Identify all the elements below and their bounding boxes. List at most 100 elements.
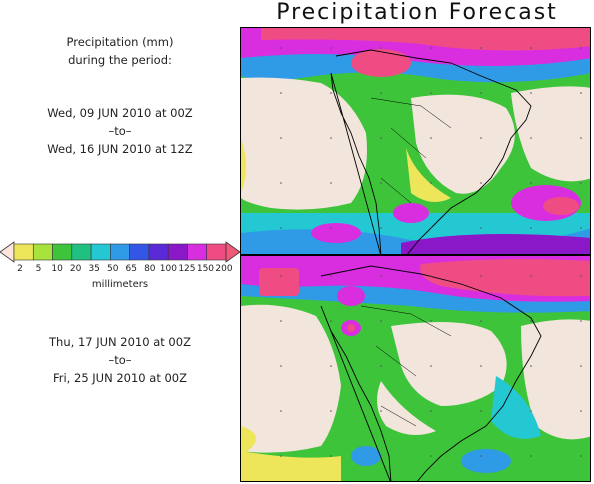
grid-dot xyxy=(380,320,382,322)
legend-unit: millimeters xyxy=(91,279,149,290)
color-legend: 2 5 10 20 35 50 65 80 100 125 150 200 millimeters xyxy=(0,238,240,298)
borders xyxy=(360,305,452,427)
period-2-start: Thu, 17 JUN 2010 at 00Z xyxy=(49,335,191,349)
grid-dot xyxy=(480,455,482,457)
dry-brazil xyxy=(391,322,507,406)
legend-ticks: 2 5 10 20 35 50 65 80 100 125 150 200 xyxy=(0,264,240,278)
storm-plata xyxy=(393,203,429,223)
grid-dot xyxy=(330,410,332,412)
storm-atlantic-core xyxy=(543,197,579,215)
grid-dot xyxy=(430,365,432,367)
legend-swatch-0 xyxy=(13,243,34,261)
yellow-pacific xyxy=(241,138,246,193)
legend-swatch-2 xyxy=(52,243,73,261)
grid-dot xyxy=(280,47,282,49)
grid-dot xyxy=(380,455,382,457)
grid-dot xyxy=(280,320,282,322)
cell-2-core xyxy=(347,324,355,332)
dry-pacific xyxy=(241,304,341,453)
map-canvas-2 xyxy=(241,256,590,481)
grid-dot xyxy=(430,455,432,457)
grid-dot xyxy=(580,137,582,139)
legend-tick-5: 50 xyxy=(106,264,119,274)
grid-dot xyxy=(530,137,532,139)
grid-dot xyxy=(480,410,482,412)
borders xyxy=(370,97,452,204)
belt-red xyxy=(261,28,590,51)
legend-swatch-8 xyxy=(167,243,188,261)
legend-swatch-1 xyxy=(32,243,53,261)
grid-dot xyxy=(530,320,532,322)
grid-dot xyxy=(580,275,582,277)
cell-1 xyxy=(337,286,365,306)
dry-atlantic xyxy=(511,86,590,182)
legend-tick-3: 20 xyxy=(69,264,82,274)
grid-dot xyxy=(580,365,582,367)
legend-tick-7: 80 xyxy=(144,264,156,274)
legend-tick-1: 5 xyxy=(35,264,42,274)
legend-arrow-low xyxy=(0,241,15,263)
grid-dot xyxy=(280,455,282,457)
grid-dot xyxy=(580,410,582,412)
dry-atlantic xyxy=(521,319,590,440)
grid-dot xyxy=(430,47,432,49)
legend-swatch-4 xyxy=(90,243,111,261)
belt-red-pacific xyxy=(259,268,299,296)
grid-dot xyxy=(330,182,332,184)
grid-dot xyxy=(580,92,582,94)
storm-chile xyxy=(351,446,381,466)
coastline xyxy=(330,49,532,254)
storm-south xyxy=(461,449,511,473)
grid-dot xyxy=(430,227,432,229)
grid-dot xyxy=(530,365,532,367)
dry-brazil xyxy=(411,94,515,194)
grid-dot xyxy=(330,92,332,94)
grid-dot xyxy=(480,275,482,277)
grid-dot xyxy=(280,182,282,184)
yellow-south xyxy=(241,451,341,481)
legend-swatch-3 xyxy=(71,243,92,261)
grid-dot xyxy=(380,137,382,139)
legend-tick-0: 2 xyxy=(17,264,23,274)
grid-dot xyxy=(280,92,282,94)
grid-dot xyxy=(580,227,582,229)
legend-tick-2: 10 xyxy=(51,264,63,274)
period-1-start: Wed, 09 JUN 2010 at 00Z xyxy=(47,106,193,120)
grid-dot xyxy=(530,182,532,184)
dry-pacific xyxy=(241,77,367,210)
grid-dot xyxy=(580,320,582,322)
grid-dot xyxy=(430,182,432,184)
grid-dot xyxy=(380,47,382,49)
grid-dot xyxy=(480,137,482,139)
grid-dot xyxy=(280,275,282,277)
grid-dot xyxy=(480,92,482,94)
period-label-line2: during the period: xyxy=(68,53,172,67)
grid-dot xyxy=(580,47,582,49)
legend-swatch-5 xyxy=(110,243,130,261)
grid-dot xyxy=(280,227,282,229)
legend-swatch-10 xyxy=(206,243,227,261)
yellow-pacific xyxy=(241,426,256,456)
period-2-dates: Thu, 17 JUN 2010 at 00Z –to– Fri, 25 JUN… xyxy=(0,333,240,387)
grid-dot xyxy=(280,410,282,412)
storm-pacific xyxy=(311,223,361,243)
band-south-purple xyxy=(401,234,590,254)
grid-dot xyxy=(480,227,482,229)
cyan-coast xyxy=(491,376,541,439)
yellow-brazil xyxy=(406,148,451,202)
grid-dot xyxy=(330,227,332,229)
chart-title: Precipitation Forecast xyxy=(276,0,558,25)
period-2-separator: –to– xyxy=(108,353,132,367)
grid-dot xyxy=(530,410,532,412)
grid-dot xyxy=(580,455,582,457)
grid-dot xyxy=(380,92,382,94)
map-canvas-1 xyxy=(241,28,590,254)
belt-red-blob xyxy=(351,49,411,77)
legend-tick-4: 35 xyxy=(88,264,100,274)
grid-dot xyxy=(530,47,532,49)
grid-dot xyxy=(480,47,482,49)
period-1-separator: –to– xyxy=(108,124,132,138)
grid-dot xyxy=(580,182,582,184)
legend-tick-6: 65 xyxy=(125,264,137,274)
grid-dot xyxy=(480,182,482,184)
